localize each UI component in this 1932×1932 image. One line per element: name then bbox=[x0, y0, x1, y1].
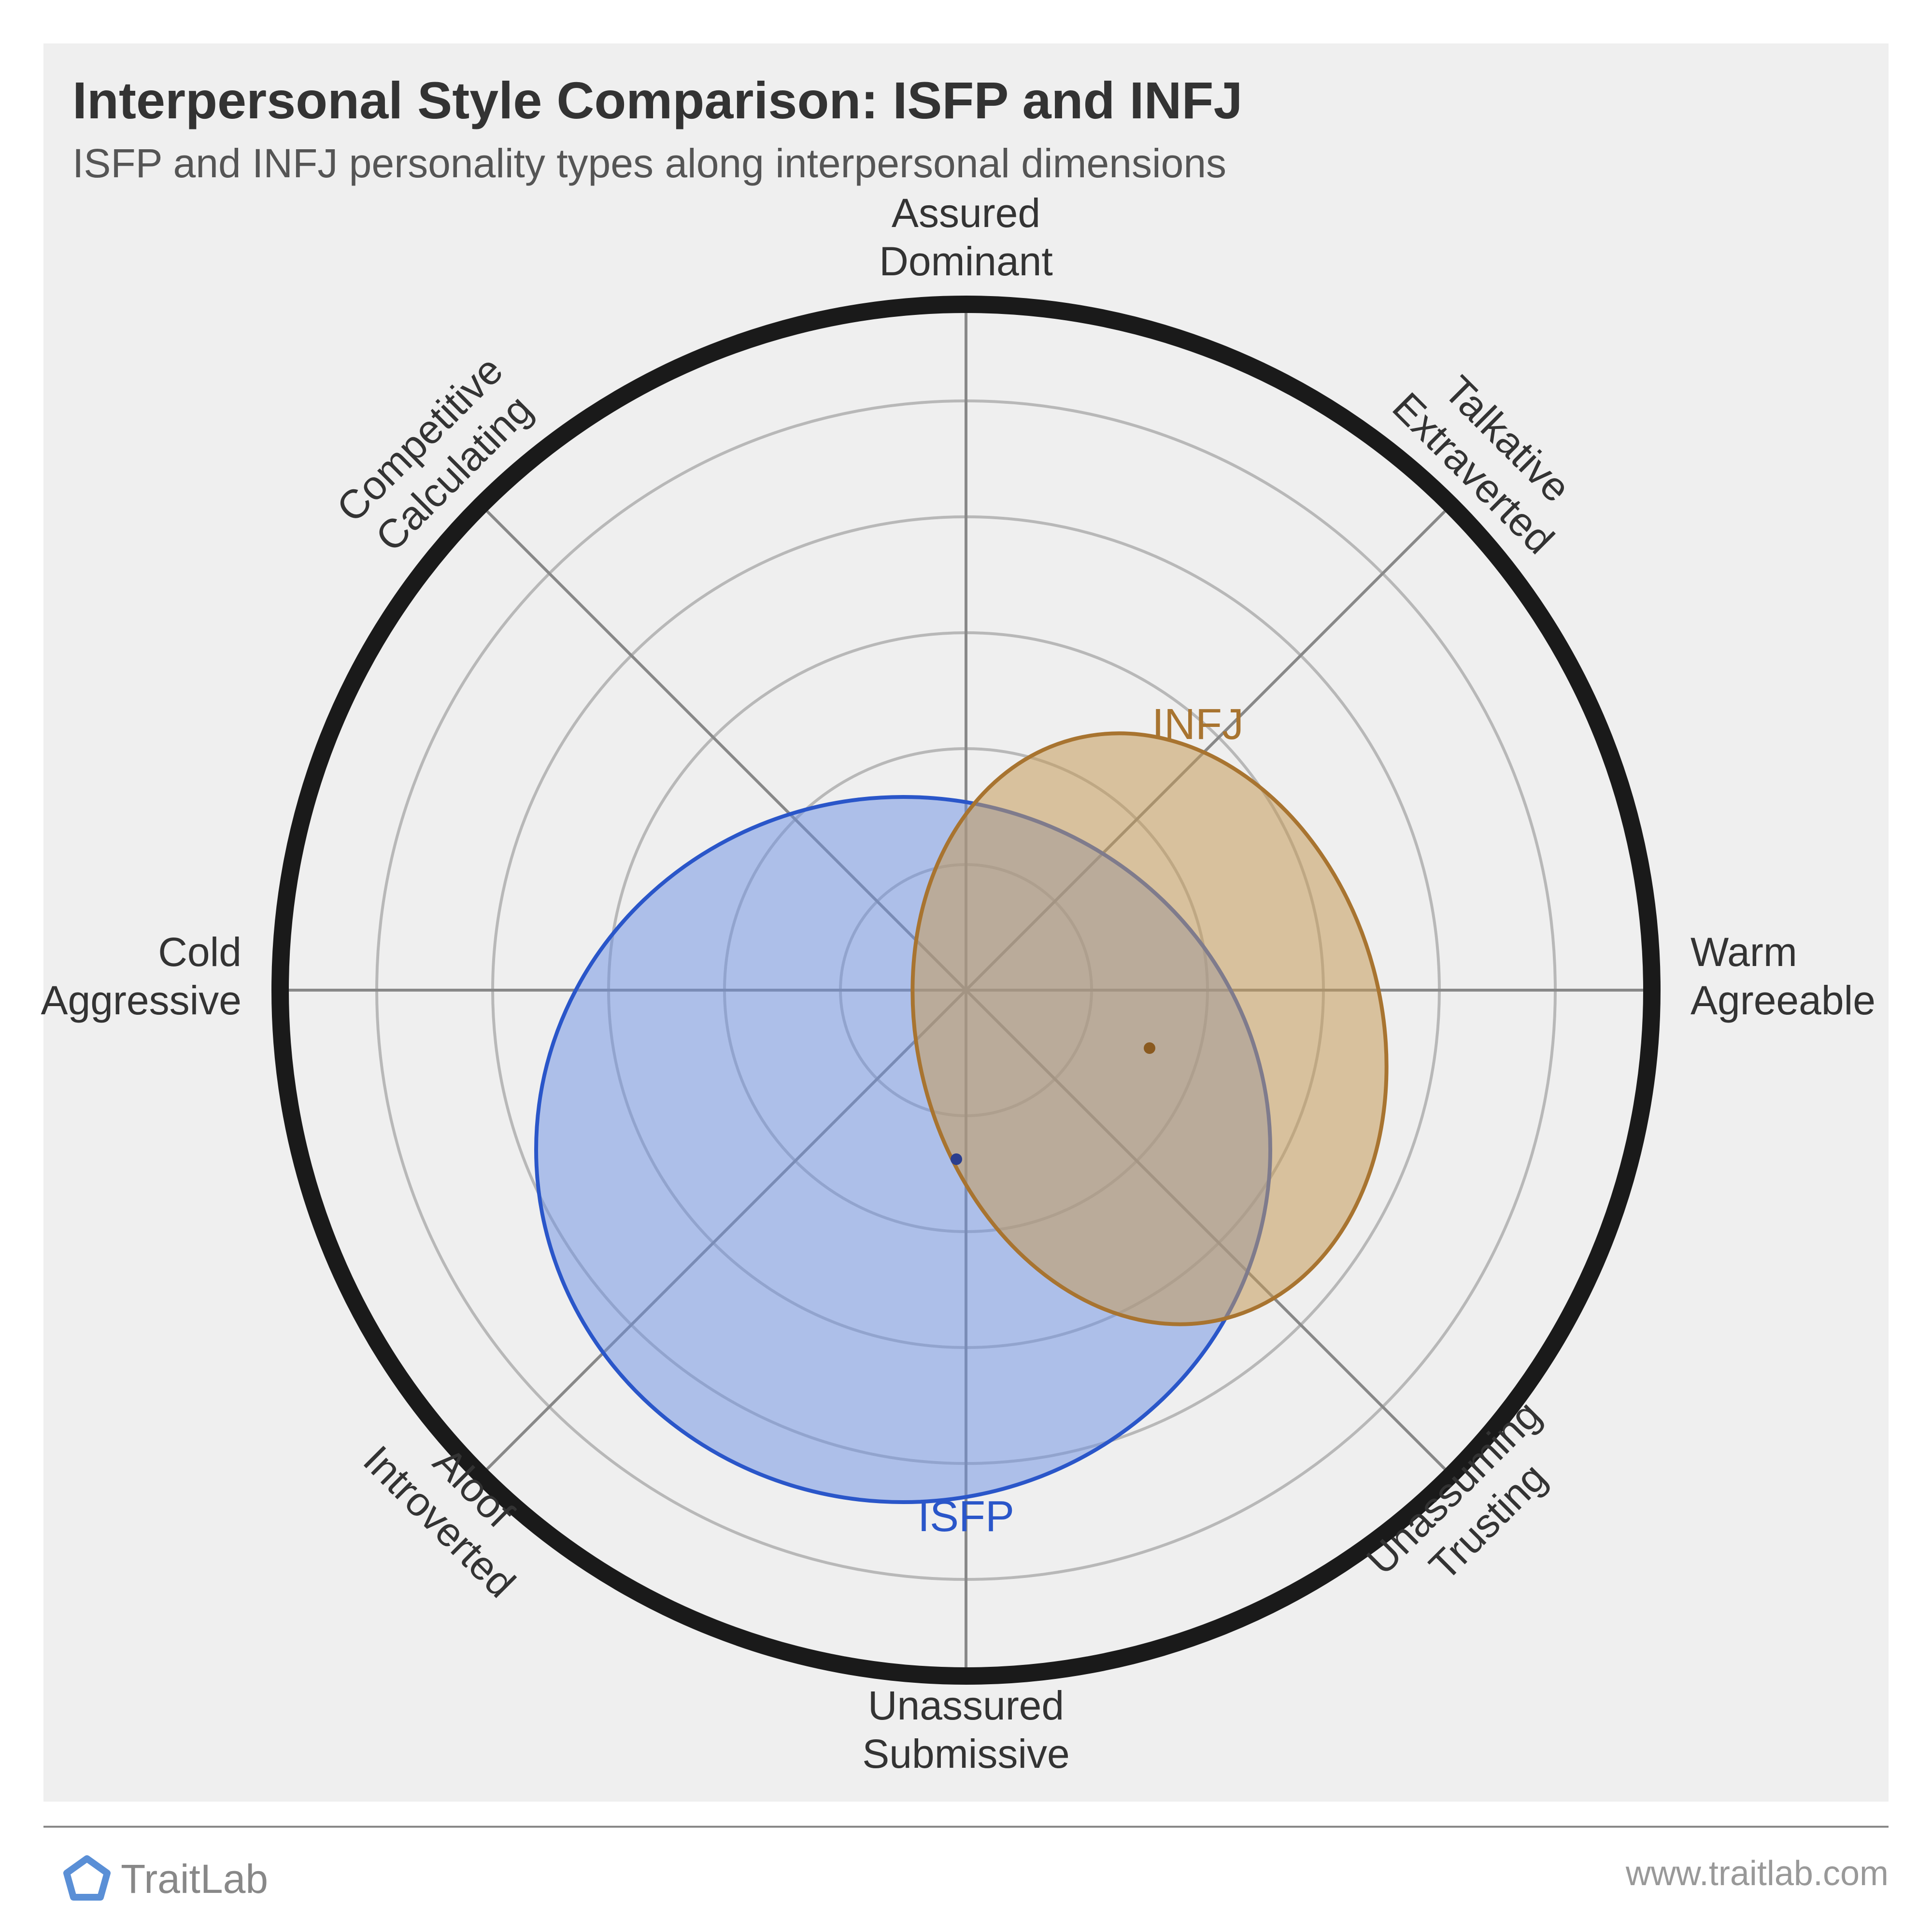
isfp-label: ISFP bbox=[918, 1492, 1014, 1541]
svg-text:Warm: Warm bbox=[1690, 929, 1797, 975]
svg-text:Submissive: Submissive bbox=[862, 1731, 1069, 1776]
isfp-center-dot bbox=[951, 1153, 962, 1165]
svg-text:Cold: Cold bbox=[158, 929, 242, 975]
svg-text:Unassured: Unassured bbox=[868, 1683, 1064, 1728]
brand-logo-wrap: TraitLab bbox=[63, 1855, 268, 1903]
infj-label: INFJ bbox=[1152, 700, 1244, 749]
svg-text:Agreeable: Agreeable bbox=[1690, 978, 1875, 1023]
svg-text:Dominant: Dominant bbox=[879, 239, 1053, 284]
infj-center-dot bbox=[1144, 1042, 1155, 1054]
brand-name: TraitLab bbox=[121, 1856, 268, 1903]
pentagon-icon bbox=[63, 1855, 111, 1903]
svg-text:Aggressive: Aggressive bbox=[41, 978, 242, 1023]
footer-url: www.traitlab.com bbox=[1626, 1854, 1889, 1893]
circumplex-chart: AssuredDominantTalkativeExtravertedWarmA… bbox=[0, 0, 1932, 1932]
svg-text:Assured: Assured bbox=[892, 190, 1040, 236]
footer-divider bbox=[43, 1826, 1889, 1828]
